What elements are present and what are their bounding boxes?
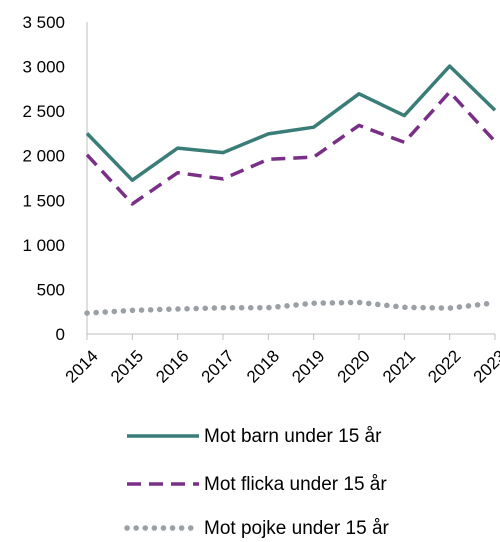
x-tick-label: 2018 xyxy=(243,346,283,386)
y-tick-label: 500 xyxy=(37,280,65,299)
legend: Mot barn under 15 år Mot flicka under 15 … xyxy=(124,426,390,539)
x-tick-label: 2020 xyxy=(334,346,374,386)
series-line-1 xyxy=(85,64,497,182)
x-tick-label: 2023 xyxy=(470,346,500,386)
y-tick-label: 3 500 xyxy=(22,13,65,32)
y-tick-label: 0 xyxy=(56,325,65,344)
x-tick-label: 2022 xyxy=(424,346,464,386)
x-tick-label: 2019 xyxy=(288,346,328,386)
x-tick-label: 2014 xyxy=(62,346,102,386)
legend-label-2: Mot flicka under 15 år xyxy=(204,474,387,495)
x-axis-tick-marks xyxy=(86,334,496,340)
y-tick-label: 2 000 xyxy=(22,147,65,166)
x-tick-label: 2021 xyxy=(379,346,419,386)
y-tick-label: 3 000 xyxy=(22,58,65,77)
series-line-3 xyxy=(84,299,498,316)
x-tick-label: 2017 xyxy=(198,346,238,386)
y-tick-label: 1 500 xyxy=(22,191,65,210)
y-axis-tick-labels: 0 500 1 000 1 500 2 000 2 500 3 000 3 500 xyxy=(22,13,65,344)
x-tick-label: 2015 xyxy=(107,346,147,386)
legend-label-3: Mot pojke under 15 år xyxy=(204,518,390,539)
y-tick-label: 2 500 xyxy=(22,102,65,121)
legend-label-1: Mot barn under 15 år xyxy=(204,426,382,447)
series-line-2 xyxy=(85,90,497,206)
x-axis-tick-labels: 2014 2015 2016 2017 2018 2019 2020 2021 2022 2023 xyxy=(62,346,500,386)
y-tick-label: 1 000 xyxy=(22,236,65,255)
series-lines xyxy=(84,64,498,316)
x-tick-label: 2016 xyxy=(152,346,192,386)
